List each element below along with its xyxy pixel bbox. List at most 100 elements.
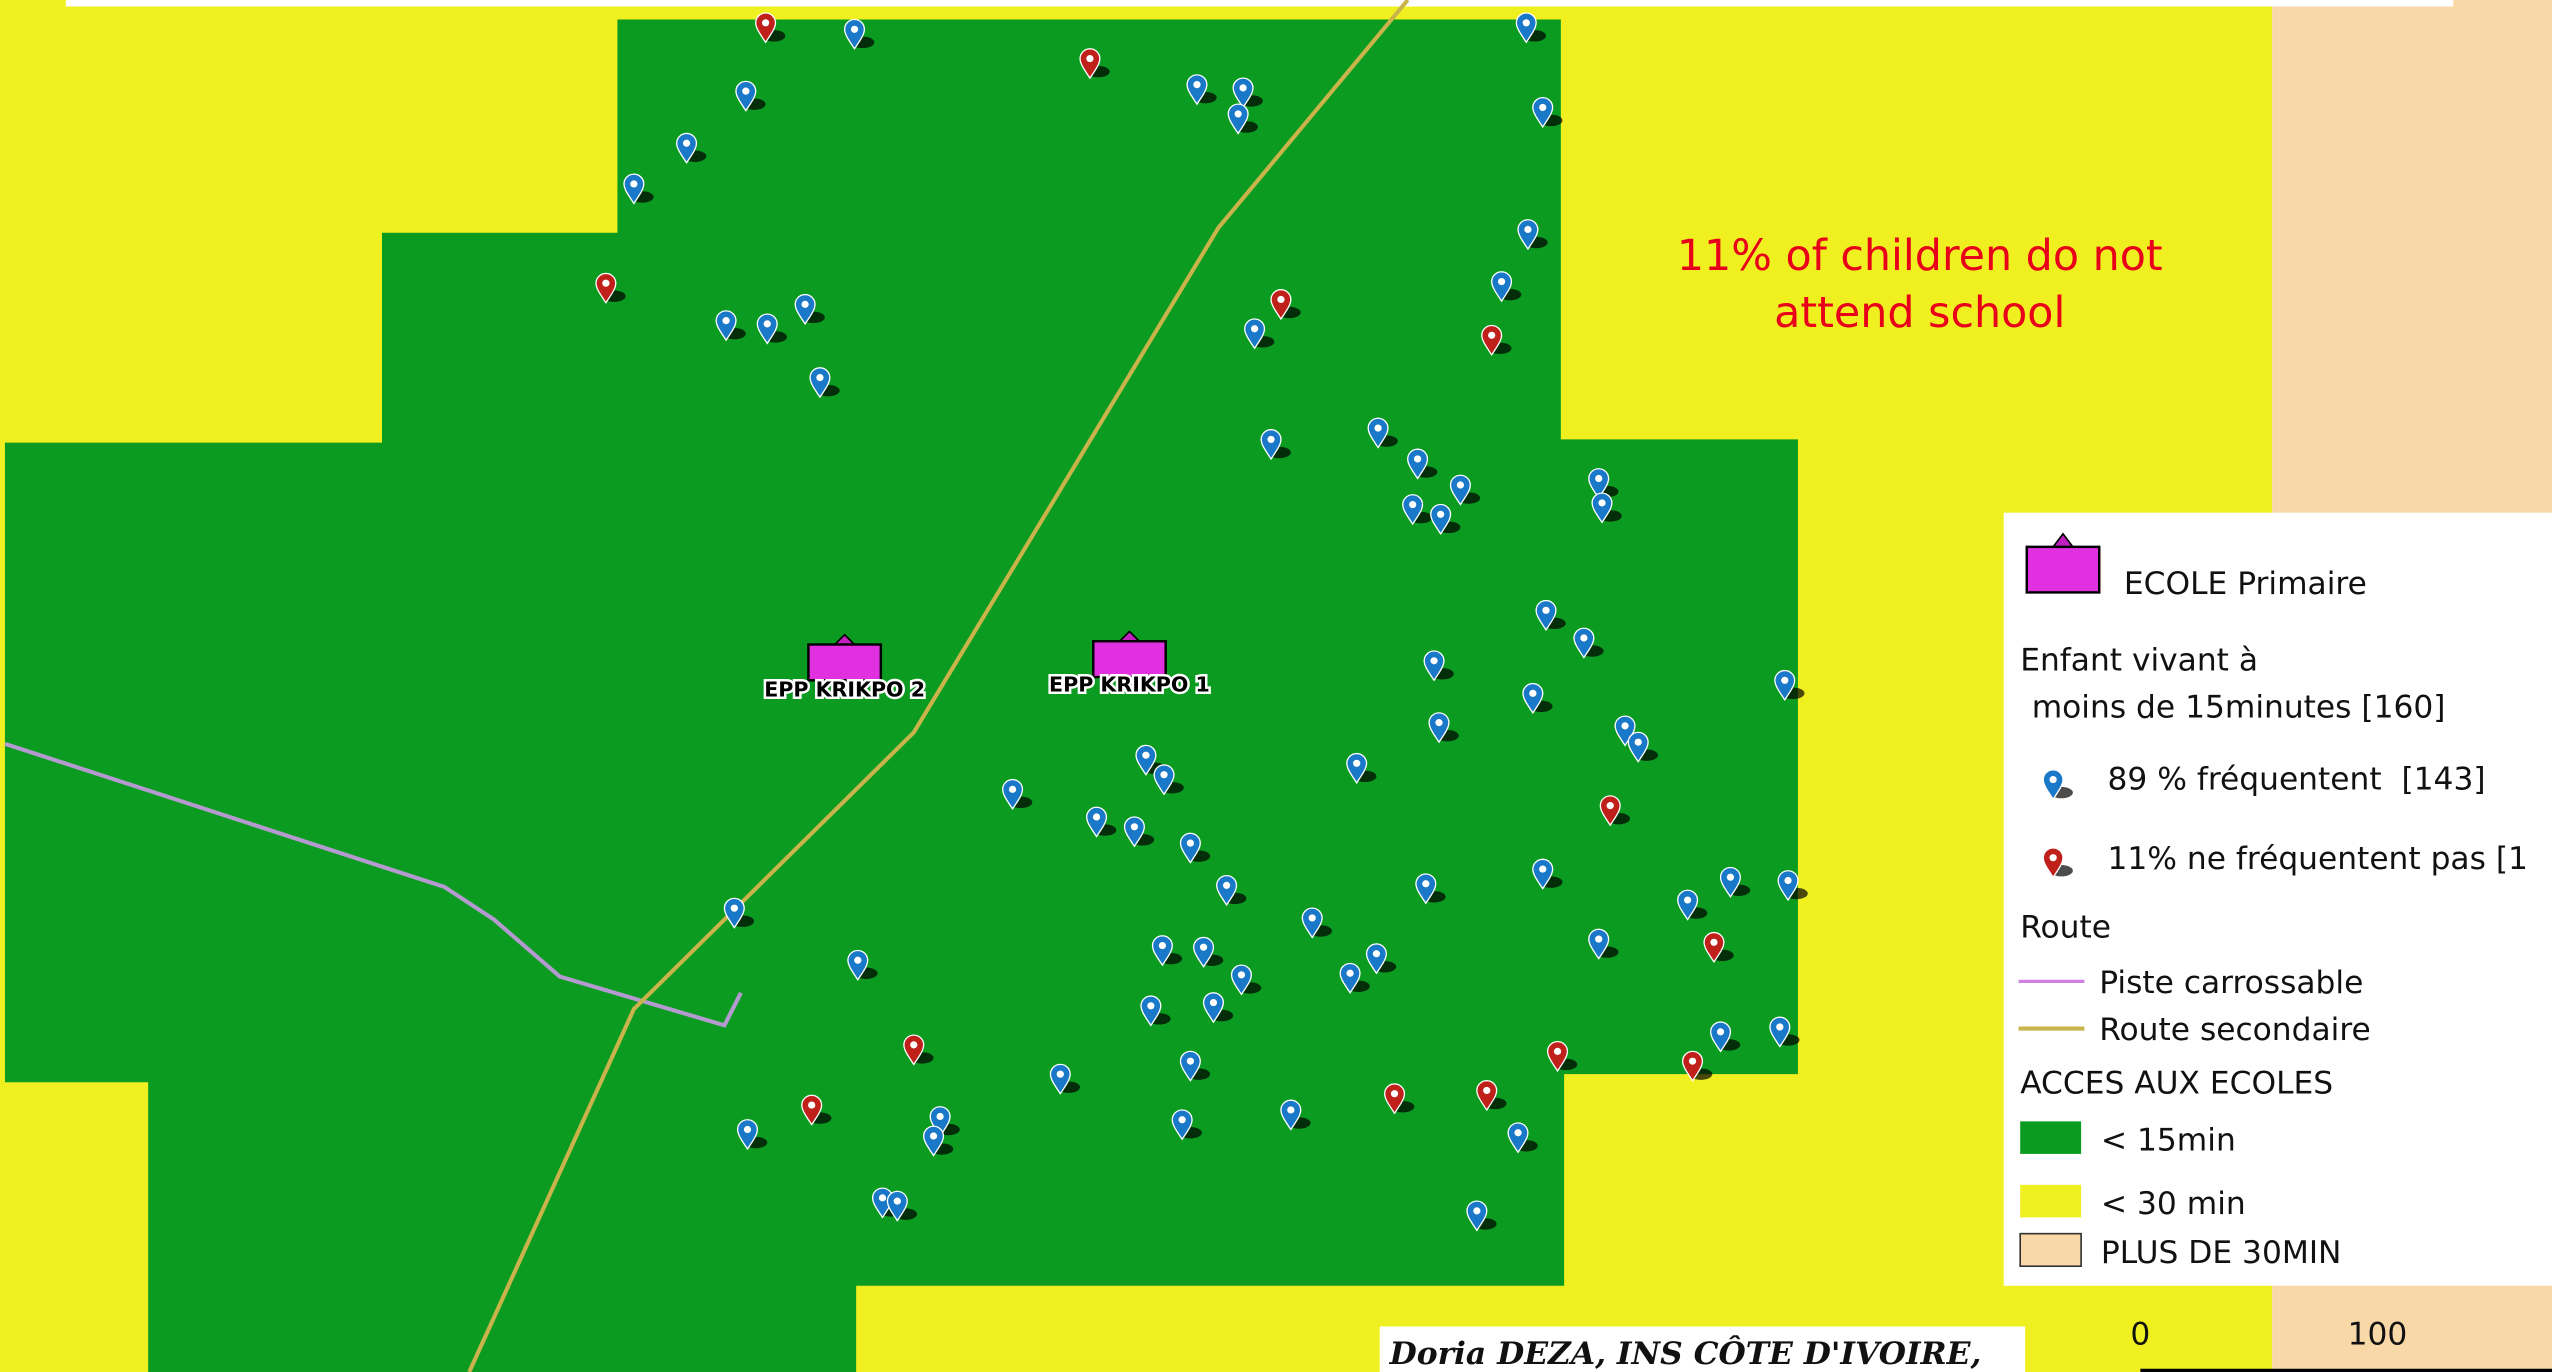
pin-dot xyxy=(2049,776,2057,784)
pin-body xyxy=(1449,474,1471,506)
pin-attending xyxy=(809,367,840,399)
pin-dot xyxy=(1430,657,1438,665)
annotation: 11% of children do not xyxy=(1677,231,2163,281)
pin-dot xyxy=(1250,325,1259,333)
credit: Doria DEZA, INS CÔTE D'IVOIRE, xyxy=(1389,1334,1982,1372)
pin-dot xyxy=(1372,950,1381,958)
pin-body xyxy=(735,80,757,112)
pin-dot xyxy=(1413,455,1422,463)
pin-attending xyxy=(886,1190,918,1222)
pin-attending xyxy=(1677,889,1708,921)
pin-attending xyxy=(1280,1099,1311,1131)
pin-dot xyxy=(1483,1086,1491,1095)
pin-not-attending xyxy=(1599,795,1630,827)
pin-not-attending xyxy=(1703,931,1734,964)
pin-attending xyxy=(1532,97,1563,129)
pin-body xyxy=(1151,935,1173,967)
pin-body xyxy=(595,272,617,304)
pin-body xyxy=(1710,1021,1732,1053)
pin-dot xyxy=(1784,876,1792,885)
pin-dot xyxy=(722,317,730,325)
legend-label: ACCES AUX ECOLES xyxy=(2020,1066,2333,1102)
pin-dot xyxy=(1437,510,1445,518)
pin-dot xyxy=(1158,942,1167,950)
pin-dot xyxy=(1473,1207,1481,1215)
pin-dot xyxy=(763,320,771,328)
pin-body xyxy=(1415,873,1437,905)
pin-body xyxy=(1085,806,1108,838)
pin-body xyxy=(1532,97,1554,129)
pin-attending xyxy=(1777,870,1808,902)
pin-body xyxy=(1614,715,1636,747)
pin-dot xyxy=(1346,969,1354,977)
pin-attending xyxy=(756,313,788,345)
pin-body xyxy=(1719,866,1741,898)
pin-dot xyxy=(1539,103,1547,111)
pin-dot xyxy=(1529,689,1537,697)
pin-attending xyxy=(1627,731,1658,763)
pin-body xyxy=(1677,889,1699,921)
pin-body xyxy=(1230,964,1252,996)
pin-attending xyxy=(843,18,875,50)
pin-attending xyxy=(1428,712,1459,744)
pin-not-attending xyxy=(1384,1083,1415,1115)
pin-body xyxy=(1171,1109,1193,1141)
pin-attending xyxy=(1002,778,1033,811)
school-icon xyxy=(1092,630,1167,679)
scale-label: 0 xyxy=(2130,1316,2150,1352)
pin-body xyxy=(1232,77,1254,109)
pin-body xyxy=(2042,769,2064,801)
pin-dot xyxy=(1193,81,1201,89)
pin-dot xyxy=(1634,738,1642,746)
pin-attending xyxy=(1430,503,1461,536)
pin-dot xyxy=(1142,751,1150,759)
pin-body xyxy=(1407,448,1429,480)
pin-dot xyxy=(1209,998,1218,1007)
pin-body xyxy=(1507,1122,1529,1154)
pin-body xyxy=(1216,874,1238,907)
pin-body xyxy=(1367,417,1389,449)
pin-dot xyxy=(1086,55,1094,63)
pin-body xyxy=(1517,219,1539,251)
pin-dot xyxy=(1621,722,1629,730)
pin-body xyxy=(1202,992,1224,1024)
pin-dot xyxy=(1595,474,1603,483)
pin-body xyxy=(1627,731,1649,763)
pin-dot xyxy=(1008,785,1017,793)
pin-attending xyxy=(1367,417,1398,449)
pin-attending xyxy=(1244,318,1275,350)
pin-body xyxy=(1682,1050,1704,1082)
pin-body xyxy=(847,949,869,981)
pin-attending xyxy=(1227,103,1258,135)
pin-body xyxy=(1402,494,1424,526)
pin-body xyxy=(1515,12,1537,44)
pin-body xyxy=(1522,682,1544,715)
pin-attending xyxy=(1719,866,1751,898)
pin-dot xyxy=(929,1132,938,1140)
pin-dot xyxy=(743,1125,752,1134)
pin-body xyxy=(1186,74,1208,106)
legend-label: Enfant vivant à xyxy=(2020,643,2258,679)
legend-swatch xyxy=(2020,1184,2082,1218)
legend-label: moins de 15minutes [160] xyxy=(2032,690,2446,726)
pin-dot xyxy=(1409,500,1417,509)
legend-label: 11% ne fréquentent pas [1 xyxy=(2107,841,2527,877)
pin-body xyxy=(1535,599,1557,632)
pin-not-attending xyxy=(1682,1050,1713,1082)
pin-body xyxy=(809,367,831,399)
pin-attending xyxy=(723,897,755,929)
pin-not-attending xyxy=(1079,48,1110,80)
pin-not-attending xyxy=(1270,289,1301,321)
pin-dot xyxy=(1598,499,1606,507)
pin-dot xyxy=(1595,935,1603,943)
pin-body xyxy=(1430,503,1452,536)
pin-attending xyxy=(1153,764,1184,796)
pin-dot xyxy=(1056,1070,1064,1078)
pin-body xyxy=(1301,907,1323,939)
pin-attending xyxy=(794,293,825,326)
pin-body xyxy=(1532,858,1554,890)
pin-dot xyxy=(801,300,809,308)
pin-body xyxy=(1244,318,1266,350)
pin-dot xyxy=(893,1197,901,1205)
